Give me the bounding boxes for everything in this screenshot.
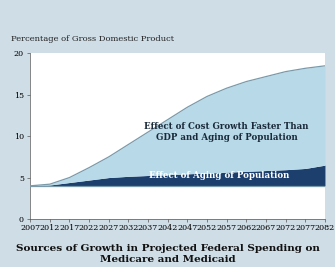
Text: Effect of Cost Growth Faster Than
GDP and Aging of Population: Effect of Cost Growth Faster Than GDP an… — [144, 122, 309, 142]
Text: Effect of Aging of Population: Effect of Aging of Population — [149, 171, 289, 180]
Text: Percentage of Gross Domestic Product: Percentage of Gross Domestic Product — [11, 36, 174, 44]
Text: Sources of Growth in Projected Federal Spending on
Medicare and Medicaid: Sources of Growth in Projected Federal S… — [15, 244, 320, 264]
